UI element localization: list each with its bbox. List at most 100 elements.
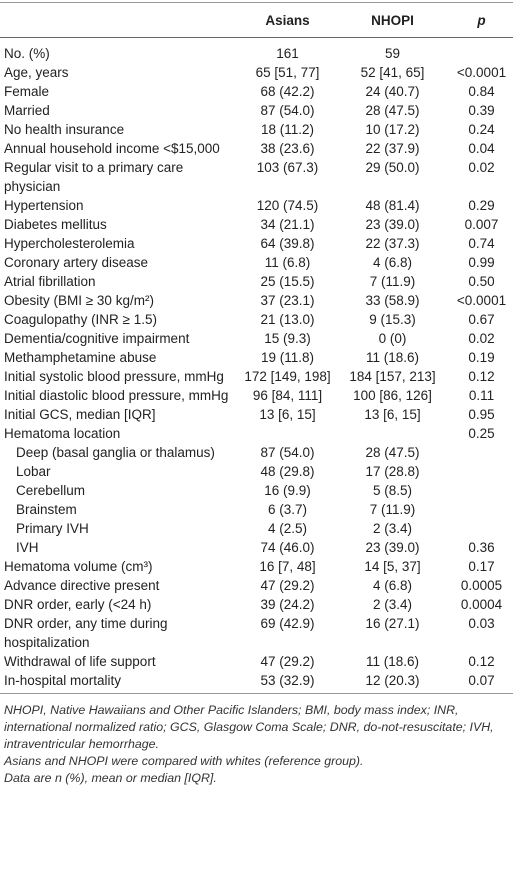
table-row: Married 87 (54.0) 28 (47.5) 0.39 (0, 101, 513, 120)
table-row: Obesity (BMI ≥ 30 kg/m²) 37 (23.1) 33 (58.… (0, 291, 513, 310)
header-empty (0, 3, 240, 38)
table-row: No health insurance 18 (11.2) 10 (17.2) 0.2… (0, 120, 513, 139)
row-label: Initial systolic blood pressure, mmHg (4, 369, 224, 384)
table-row: Hematoma volume (cm³) 16 [7, 48] 14 [5, 37… (0, 557, 513, 576)
sub-row: Deep (basal ganglia or thalamus) 87 (54.0… (0, 443, 513, 462)
row-label: Hypercholesterolemia (4, 236, 135, 251)
cell-nhopi: 23 (39.0) (365, 217, 420, 232)
cell-asians: 96 [84, 111] (252, 388, 323, 403)
table-row: Annual household income <$15,000 38 (23.6… (0, 139, 513, 158)
sub-row: Lobar 48 (29.8) 17 (28.8) (0, 462, 513, 481)
row-label: Diabetes mellitus (4, 217, 107, 232)
sub-row: IVH 74 (46.0) 23 (39.0) 0.36 (0, 538, 513, 557)
cell-nhopi: 184 [157, 213] (349, 369, 436, 384)
cell-asians: 87 (54.0) (260, 103, 315, 118)
cell-nhopi: 5 (8.5) (372, 483, 413, 498)
cell-asians: 38 (23.6) (260, 141, 315, 156)
row-label: Deep (basal ganglia or thalamus) (16, 445, 215, 460)
cell-p: 0.29 (468, 198, 495, 213)
sub-row: Cerebellum 16 (9.9) 5 (8.5) (0, 481, 513, 500)
footnote: NHOPI, Native Hawaiians and Other Pacifi… (4, 703, 494, 751)
row-label: No health insurance (4, 122, 125, 137)
cell-nhopi: 16 (27.1) (365, 616, 420, 631)
cell-asians: 6 (3.7) (267, 502, 308, 517)
cell-nhopi: 14 [5, 37] (364, 559, 421, 574)
cell-asians: 13 [6, 15] (259, 407, 316, 422)
cell-p: 0.50 (468, 274, 495, 289)
cell-p: 0.02 (468, 331, 495, 346)
cell-p: 0.0004 (460, 597, 503, 612)
row-label: Cerebellum (16, 483, 86, 498)
header-cell: NHOPI (371, 12, 414, 28)
cell-p: 0.03 (468, 616, 495, 631)
cell-nhopi: 17 (28.8) (365, 464, 420, 479)
header-cell: Asians (265, 12, 310, 28)
table-row: Regular visit to a primary care physicia… (0, 158, 513, 196)
table-row: Withdrawal of life support 47 (29.2) 11 (1… (0, 652, 513, 671)
cell-asians: 11 (6.8) (264, 255, 311, 270)
table-row: In-hospital mortality 53 (32.9) 12 (20.3) 0… (0, 671, 513, 694)
cell-asians: 64 (39.8) (260, 236, 315, 251)
cell-p (450, 519, 513, 538)
row-label: Atrial fibrillation (4, 274, 96, 289)
cell-asians: 172 [149, 198] (244, 369, 331, 384)
row-label: No. (%) (4, 46, 50, 61)
cell-p: <0.0001 (456, 293, 507, 308)
table-row: Age, years 65 [51, 77] 52 [41, 65] <0.0001 (0, 63, 513, 82)
row-label: Withdrawal of life support (4, 654, 156, 669)
row-label: Regular visit to a primary care physicia… (4, 160, 184, 194)
cell-nhopi: 24 (40.7) (365, 84, 420, 99)
row-label: Initial GCS, median [IQR] (4, 407, 156, 422)
row-label: Annual household income <$15,000 (4, 141, 220, 156)
cell-asians: 47 (29.2) (260, 654, 315, 669)
cell-asians: 74 (46.0) (260, 540, 315, 555)
row-label: Coronary artery disease (4, 255, 149, 270)
footnotes: NHOPI, Native Hawaiians and Other Pacifi… (0, 694, 513, 787)
row-label: In-hospital mortality (4, 673, 122, 688)
table-row: Hypertension 120 (74.5) 48 (81.4) 0.29 (0, 196, 513, 215)
cell-asians: 4 (2.5) (267, 521, 308, 536)
cell-asians: 53 (32.9) (260, 673, 315, 688)
table-row: Initial GCS, median [IQR] 13 [6, 15] 13 [6… (0, 405, 513, 424)
cell-asians: 19 (11.8) (260, 350, 315, 365)
cell-nhopi: 48 (81.4) (365, 198, 420, 213)
cell-nhopi: 28 (47.5) (365, 103, 420, 118)
cell-p: 0.84 (468, 84, 495, 99)
table-body: No. (%) 161 59 Age, years 65 [51, 77] 52 [41,… (0, 38, 513, 694)
sub-row: Brainstem 6 (3.7) 7 (11.9) (0, 500, 513, 519)
cell-p: 0.67 (468, 312, 495, 327)
cell-nhopi: 23 (39.0) (365, 540, 420, 555)
cell-p (450, 443, 513, 462)
row-label: Hematoma volume (cm³) (4, 559, 153, 574)
cell-p: 0.12 (468, 654, 495, 669)
cell-nhopi: 7 (11.9) (369, 274, 416, 289)
cell-p (450, 500, 513, 519)
row-label: IVH (16, 540, 39, 555)
row-label: Female (4, 84, 50, 99)
table-row: Atrial fibrillation 25 (15.5) 7 (11.9) 0.50 (0, 272, 513, 291)
cell-asians: 21 (13.0) (260, 312, 315, 327)
cell-nhopi: 33 (58.9) (365, 293, 420, 308)
cell-nhopi: 2 (3.4) (372, 597, 413, 612)
cell-p (450, 38, 513, 64)
cell-asians: 16 [7, 48] (259, 559, 316, 574)
cell-nhopi: 11 (18.6) (365, 654, 420, 669)
cell-nhopi: 52 [41, 65] (360, 65, 425, 80)
cell-nhopi: 100 [86, 126] (353, 388, 432, 403)
footnote: Asians and NHOPI were compared with whit… (4, 754, 364, 768)
cell-p (450, 481, 513, 500)
cell-p: 0.36 (468, 540, 495, 555)
cell-asians: 16 (9.9) (264, 483, 311, 498)
cell-p: 0.007 (464, 217, 499, 232)
cell-nhopi: 0 (0) (378, 331, 407, 346)
cell-asians: 15 (9.3) (264, 331, 311, 346)
cell-asians: 18 (11.2) (260, 122, 315, 137)
table-row: Hematoma location 0.25 (0, 424, 513, 443)
row-label: Obesity (BMI ≥ 30 kg/m²) (4, 293, 154, 308)
table-row: Initial systolic blood pressure, mmHg 172… (0, 367, 513, 386)
sub-row: Primary IVH 4 (2.5) 2 (3.4) (0, 519, 513, 538)
row-label: Methamphetamine abuse (4, 350, 157, 365)
table-row: Female 68 (42.2) 24 (40.7) 0.84 (0, 82, 513, 101)
cell-nhopi: 10 (17.2) (365, 122, 420, 137)
